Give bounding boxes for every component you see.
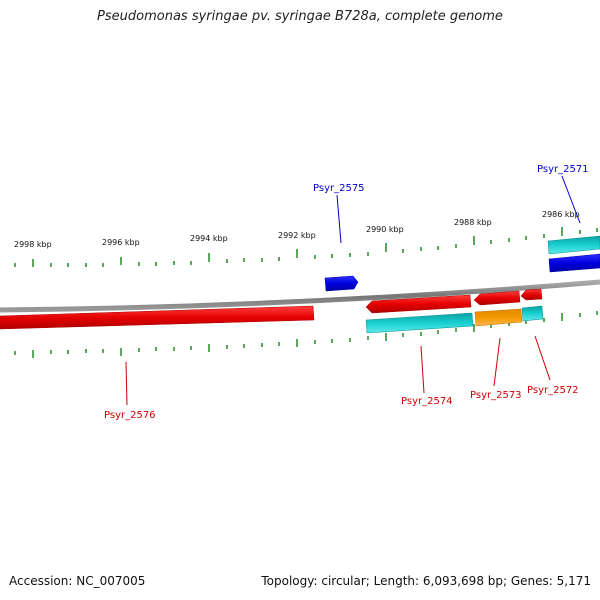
scale-label-2996: 2996 kbp bbox=[102, 238, 140, 247]
leader-line-psyr-2575 bbox=[336, 194, 342, 244]
gene-label-psyr-2573[interactable]: Psyr_2573 bbox=[470, 390, 522, 401]
gene-psyr-2572-cyan-feature[interactable] bbox=[521, 305, 544, 322]
scale-label-2988: 2988 kbp bbox=[454, 218, 492, 227]
leader-line-psyr-2576 bbox=[125, 361, 128, 406]
gene-psyr-2571-cyan-feature[interactable] bbox=[547, 235, 600, 255]
scale-label-2990: 2990 kbp bbox=[366, 225, 404, 234]
gene-label-psyr-2575[interactable]: Psyr_2575 bbox=[313, 183, 365, 194]
genome-backbone bbox=[0, 279, 600, 313]
genome-summary-text: Topology: circular; Length: 6,093,698 bp… bbox=[261, 574, 591, 588]
gene-label-psyr-2574[interactable]: Psyr_2574 bbox=[401, 396, 453, 407]
gene-label-psyr-2576[interactable]: Psyr_2576 bbox=[104, 410, 156, 421]
outer-tick-row bbox=[14, 227, 598, 267]
scale-label-2994: 2994 kbp bbox=[190, 234, 228, 243]
map-title: Pseudomonas syringae pv. syringae B728a,… bbox=[97, 9, 503, 24]
inner-tick-row bbox=[14, 311, 598, 358]
gene-psyr-2573-arrow[interactable] bbox=[473, 290, 521, 306]
gene-psyr-2572-arrow[interactable] bbox=[520, 288, 543, 301]
gene-psyr-2571-arrow[interactable] bbox=[548, 253, 600, 273]
scale-label-2998: 2998 kbp bbox=[14, 240, 52, 249]
gene-label-psyr-2571[interactable]: Psyr_2571 bbox=[537, 164, 589, 175]
scale-label-2992: 2992 kbp bbox=[278, 231, 316, 240]
gene-label-psyr-2572[interactable]: Psyr_2572 bbox=[527, 385, 579, 396]
gene-psyr-2575-arrow[interactable] bbox=[324, 275, 359, 292]
accession-text: Accession: NC_007005 bbox=[9, 574, 146, 588]
gene-psyr-2574-arrow[interactable] bbox=[365, 294, 472, 314]
leader-line-psyr-2573 bbox=[493, 337, 501, 387]
leader-line-psyr-2571 bbox=[561, 175, 581, 224]
scale-label-2986: 2986 kbp bbox=[542, 210, 580, 219]
leader-line-psyr-2574 bbox=[420, 345, 425, 394]
gene-psyr-2574-cyan-feature[interactable] bbox=[365, 312, 474, 334]
gene-psyr-2573-orange-feature[interactable] bbox=[474, 308, 523, 327]
leader-line-psyr-2572 bbox=[534, 335, 551, 381]
gene-psyr-2576-arrow[interactable] bbox=[0, 305, 315, 330]
